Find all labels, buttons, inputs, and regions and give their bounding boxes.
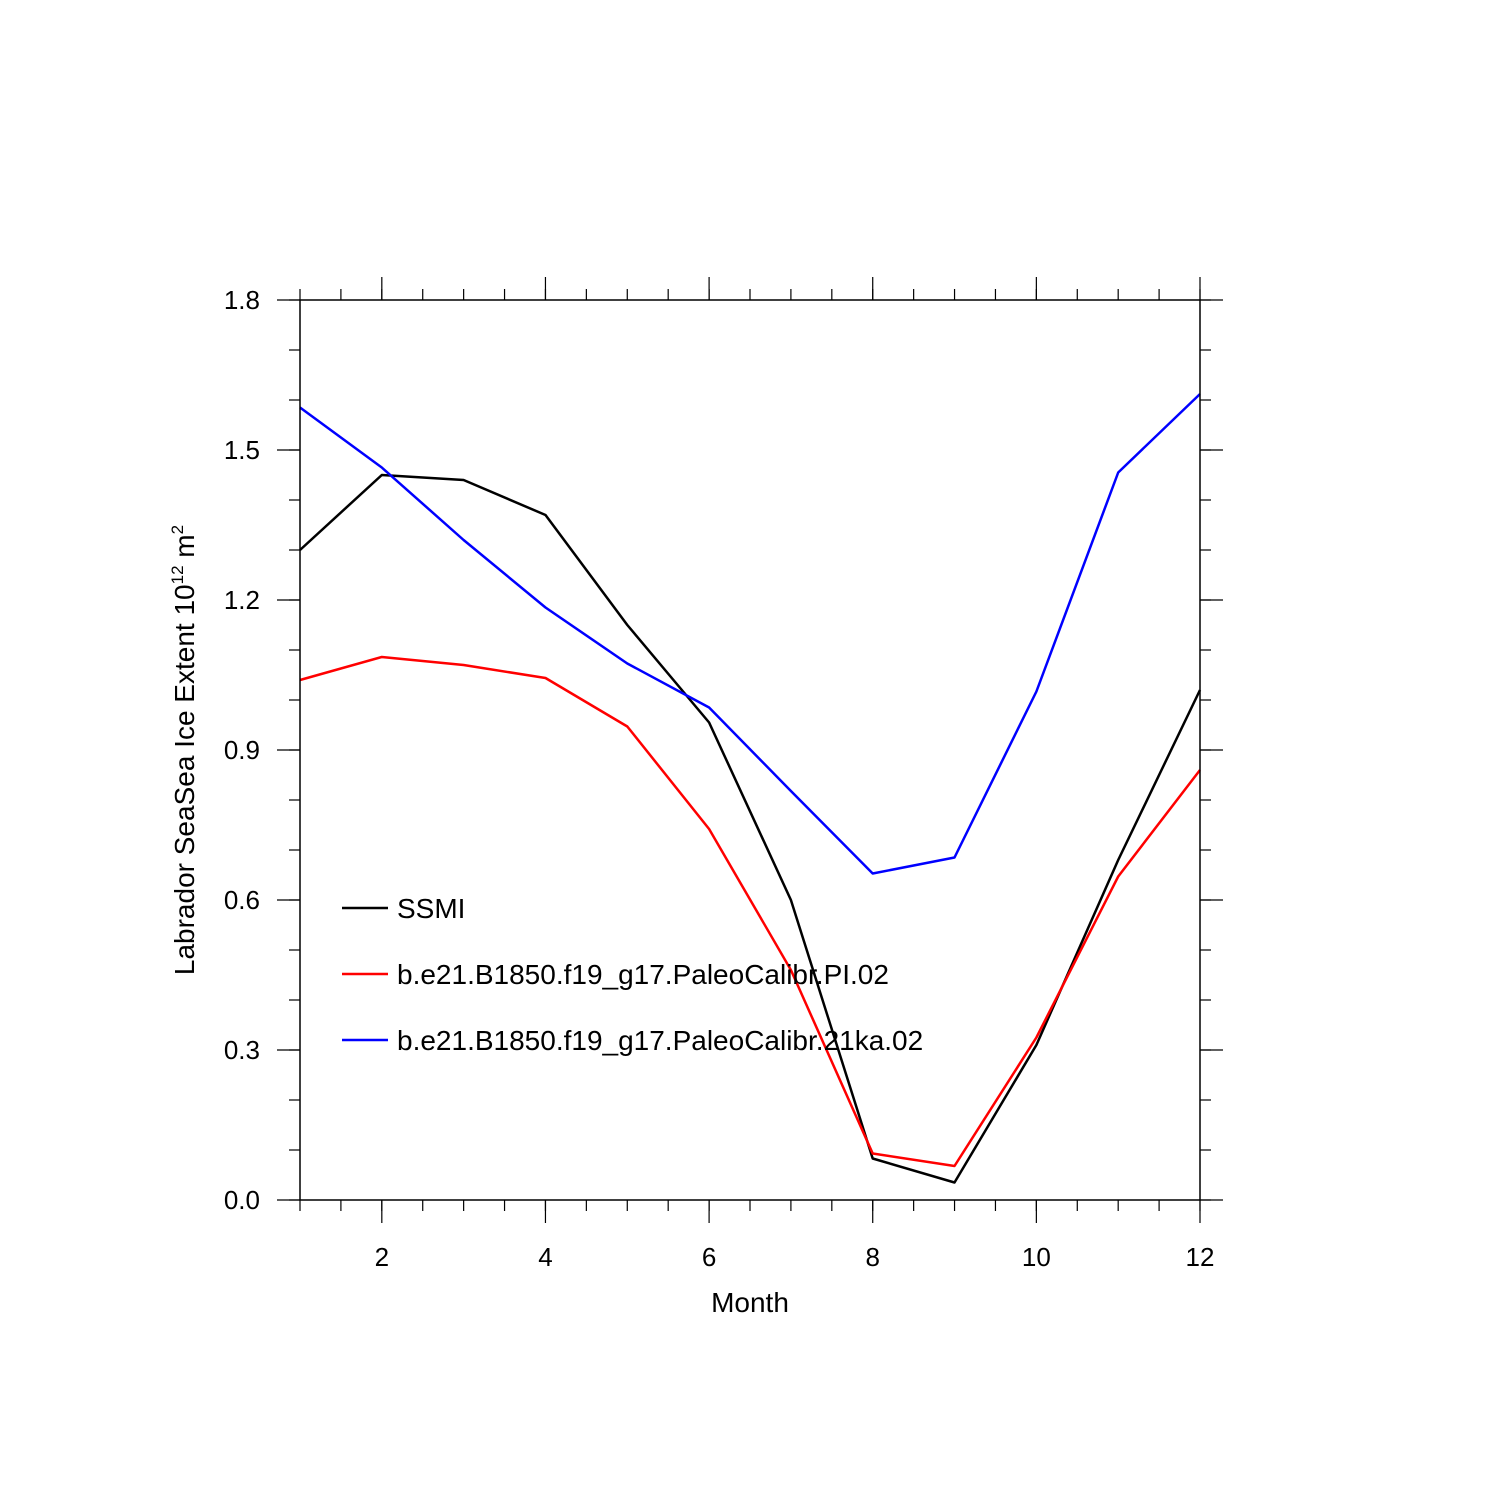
y-tick-label: 0.3 — [224, 1035, 260, 1065]
legend: SSMI b.e21.B1850.f19_g17.PaleoCalibr.PI.0… — [342, 893, 923, 1056]
y-axis-title-unit: m — [169, 534, 200, 565]
y-axis-title-unit-exponent: 2 — [168, 525, 187, 534]
y-axis-title-text: Labrador SeaSea Ice Extent 10 — [169, 584, 200, 975]
legend-label: SSMI — [397, 893, 465, 924]
axis-ticks — [277, 277, 1223, 1223]
tick-labels: 2 4 6 8 10 12 0.0 0.3 0.6 0.9 1.2 1.5 1.8 — [224, 285, 1215, 1272]
series-line — [299, 473, 1202, 1184]
series-line — [299, 655, 1201, 1168]
y-tick-label: 1.2 — [224, 585, 260, 615]
x-tick-label: 4 — [538, 1242, 552, 1272]
x-tick-label: 12 — [1186, 1242, 1215, 1272]
y-tick-label: 1.8 — [224, 285, 260, 315]
y-axis-title: Labrador SeaSea Ice Extent 1012 m2 — [168, 525, 200, 975]
x-axis-title: Month — [711, 1287, 789, 1318]
y-tick-label: 0.9 — [224, 735, 260, 765]
y-tick-label: 1.5 — [224, 435, 260, 465]
x-tick-label: 10 — [1022, 1242, 1051, 1272]
series-layer — [299, 393, 1202, 1184]
legend-label: b.e21.B1850.f19_g17.PaleoCalibr.PI.02 — [397, 959, 889, 990]
y-tick-label: 0.6 — [224, 885, 260, 915]
y-tick-label: 0.0 — [224, 1185, 260, 1215]
x-tick-label: 6 — [702, 1242, 716, 1272]
x-tick-label: 2 — [375, 1242, 389, 1272]
legend-label: b.e21.B1850.f19_g17.PaleoCalibr.21ka.02 — [397, 1025, 923, 1056]
series-line — [299, 393, 1201, 875]
y-axis-title-exponent: 12 — [168, 565, 187, 584]
x-tick-label: 8 — [865, 1242, 879, 1272]
plot-frame — [299, 299, 1201, 1201]
